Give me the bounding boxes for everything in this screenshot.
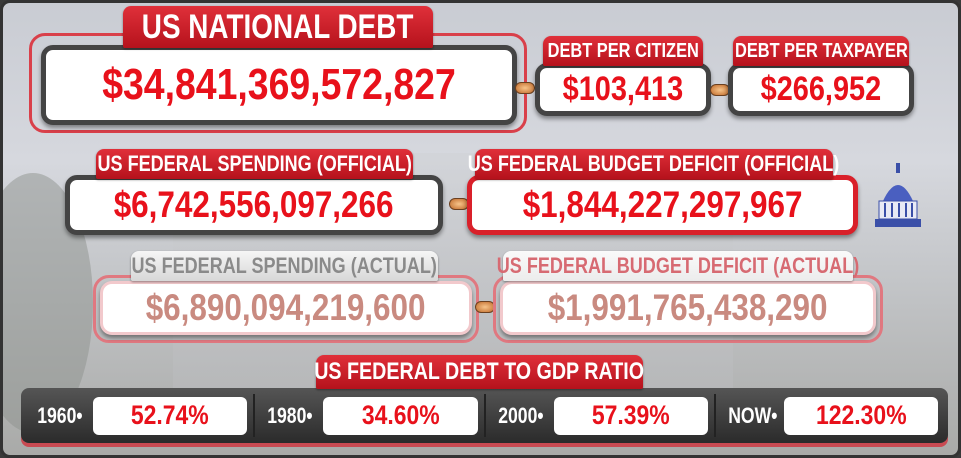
deficit-actual-box: $1,991,765,438,290 bbox=[500, 281, 876, 335]
spending-actual-title: US FEDERAL SPENDING (ACTUAL) bbox=[131, 251, 438, 281]
spending-official-box: $6,742,556,097,266 bbox=[65, 175, 443, 235]
national-debt-title: US NATIONAL DEBT bbox=[123, 6, 433, 48]
connector-link-icon bbox=[475, 301, 495, 313]
connector-link-icon bbox=[449, 198, 469, 210]
debt-per-citizen-title: DEBT PER CITIZEN bbox=[543, 36, 703, 66]
spending-actual-value: $6,890,094,219,600 bbox=[146, 287, 426, 328]
deficit-actual-value: $1,991,765,438,290 bbox=[548, 287, 828, 328]
year-label: 1960• bbox=[37, 402, 83, 428]
debt-per-citizen-box: $103,413 bbox=[535, 63, 711, 116]
deficit-official-title: US FEDERAL BUDGET DEFICIT (OFFICIAL) bbox=[468, 149, 840, 179]
gdp-ratio-1960: 1960• 52.74% bbox=[25, 394, 256, 437]
debt-per-taxpayer-value: $266,952 bbox=[760, 70, 882, 108]
gdp-ratio-now: NOW• 122.30% bbox=[716, 394, 944, 437]
connector-link-icon bbox=[515, 82, 535, 94]
ratio-value: 34.60% bbox=[361, 400, 440, 430]
connector-link-icon bbox=[710, 84, 730, 96]
ratio-value: 52.74% bbox=[131, 400, 210, 430]
deficit-actual-title: US FEDERAL BUDGET DEFICIT (ACTUAL) bbox=[497, 251, 859, 281]
national-debt-value: $34,841,369,572,827 bbox=[102, 60, 456, 109]
debt-per-taxpayer-box: $266,952 bbox=[728, 63, 914, 116]
year-label: 1980• bbox=[267, 402, 313, 428]
debt-per-citizen-value: $103,413 bbox=[562, 70, 684, 108]
gdp-ratio-bar: 1960• 52.74% 1980• 34.60% 2000• 57.39% NOW•… bbox=[21, 388, 948, 443]
debt-per-taxpayer-title: DEBT PER TAXPAYER bbox=[733, 36, 909, 66]
gdp-ratio-2000: 2000• 57.39% bbox=[486, 394, 716, 437]
deficit-official-box: $1,844,227,297,967 bbox=[467, 175, 858, 235]
deficit-official-value: $1,844,227,297,967 bbox=[522, 184, 803, 225]
ratio-value: 57.39% bbox=[591, 400, 670, 430]
ratio-value: 122.30% bbox=[815, 400, 907, 430]
spending-official-value: $6,742,556,097,266 bbox=[114, 184, 394, 225]
gdp-ratio-1980: 1980• 34.60% bbox=[255, 394, 486, 437]
national-debt-box: $34,841,369,572,827 bbox=[41, 45, 517, 125]
year-label: 2000• bbox=[497, 402, 544, 428]
year-label: NOW• bbox=[727, 402, 778, 428]
gdp-ratio-title: US FEDERAL DEBT TO GDP RATIO bbox=[315, 355, 644, 389]
capitol-dome-icon bbox=[875, 163, 921, 227]
spending-official-title: US FEDERAL SPENDING (OFFICIAL) bbox=[96, 149, 413, 179]
spending-actual-box: $6,890,094,219,600 bbox=[100, 281, 472, 335]
